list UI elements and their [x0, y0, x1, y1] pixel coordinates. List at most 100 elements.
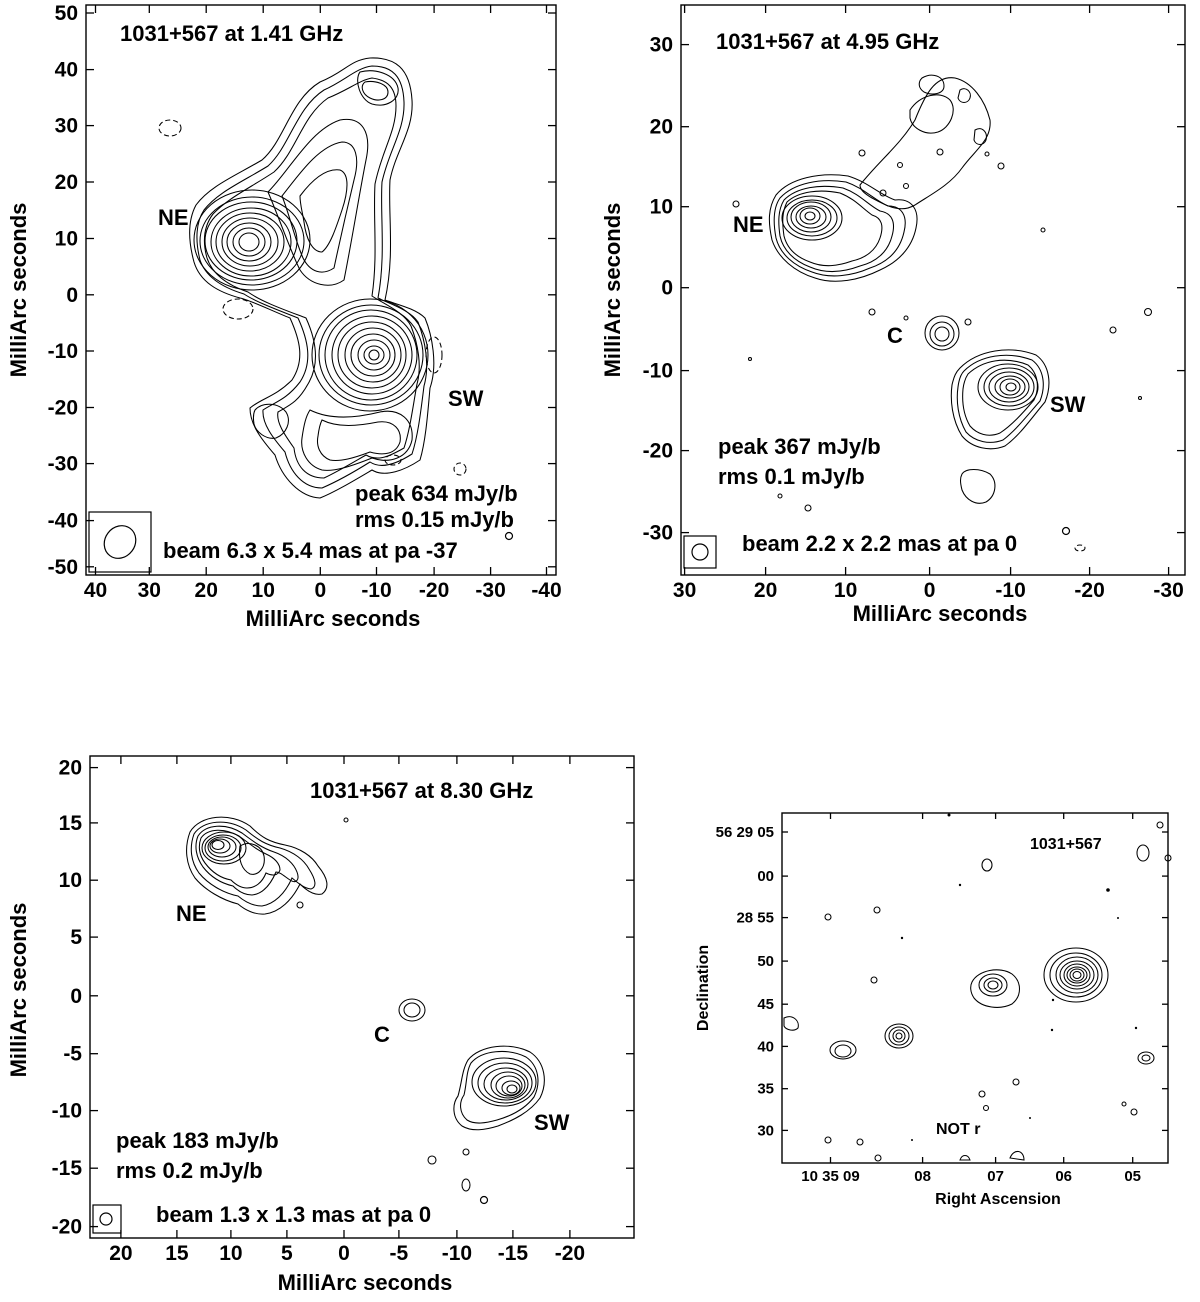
- x-tick-label: 15: [165, 1242, 189, 1265]
- x-tick-label: 0: [338, 1242, 350, 1265]
- y-tick-label: -10: [52, 1100, 82, 1123]
- x-tick-label: -30: [1153, 579, 1183, 602]
- p2-beam: beam 2.2 x 2.2 mas at pa 0: [742, 531, 1017, 556]
- p2-frame: [680, 4, 1186, 576]
- p1-axis-ticks: 40 30 20 10 0 -10 -20 -30 -40 50 40 30 20 10 0 -10 -20 -3…: [48, 2, 562, 602]
- p2-title: 1031+567 at 4.95 GHz: [716, 29, 939, 54]
- p4-y-axis-label: Declination: [695, 945, 712, 1031]
- p1-peak: peak 634 mJy/b: [355, 481, 518, 506]
- x-tick-label: -10: [442, 1242, 472, 1265]
- p1-y-axis-label: MilliArc seconds: [6, 203, 31, 378]
- p3-x-axis-label: MilliArc seconds: [278, 1270, 453, 1295]
- p3-axis-ticks: 20 15 10 5 0 -5 -10 -15 -20 20 15 10 5 0 -5 -10 -15 -20: [52, 756, 634, 1265]
- p3-beam-ellipse: [99, 1212, 113, 1226]
- p2-peak: peak 367 mJy/b: [718, 434, 881, 459]
- p4-filter-label: NOT r: [936, 1121, 980, 1138]
- p1-beam-ellipse: [103, 525, 137, 559]
- y-tick-label: 56 29 05: [716, 824, 774, 841]
- x-tick-label: 20: [195, 579, 218, 602]
- p2-x-axis-label: MilliArc seconds: [853, 601, 1028, 626]
- panel-8-30ghz: 20 15 10 5 0 -5 -10 -15 -20 20 15 10 5 0 -5 -10 -15 -20 M…: [6, 755, 635, 1295]
- y-tick-label: 0: [70, 985, 82, 1008]
- y-tick-label: 5: [70, 926, 82, 949]
- x-tick-label: 05: [1124, 1168, 1141, 1185]
- p1-frame: [85, 4, 557, 576]
- y-tick-label: -15: [52, 1157, 83, 1180]
- x-tick-label: 10: [252, 579, 275, 602]
- y-tick-label: 20: [59, 757, 82, 780]
- p2-component-sw: SW: [1050, 392, 1086, 417]
- x-tick-label: -20: [419, 579, 449, 602]
- y-tick-label: 30: [650, 34, 673, 57]
- p4-x-axis-label: Right Ascension: [935, 1191, 1061, 1208]
- p2-beam-box: [683, 535, 717, 569]
- y-tick-label: -10: [48, 340, 78, 363]
- x-tick-label: -10: [995, 579, 1025, 602]
- p3-contours: [186, 816, 545, 1192]
- p3-component-ne: NE: [176, 901, 207, 926]
- x-tick-label: 07: [987, 1168, 1004, 1185]
- x-tick-label: 10: [219, 1242, 242, 1265]
- x-tick-label: 0: [924, 579, 936, 602]
- p3-component-c: C: [374, 1022, 390, 1047]
- y-tick-label: 10: [55, 228, 78, 251]
- y-tick-label: 10: [59, 869, 82, 892]
- p4-title: 1031+567: [1030, 836, 1102, 853]
- x-tick-label: 10: [834, 579, 857, 602]
- p3-degree-symbol: [479, 1195, 489, 1205]
- y-tick-label: 30: [757, 1122, 774, 1139]
- x-tick-label: 06: [1055, 1168, 1072, 1185]
- p1-x-axis-label: MilliArc seconds: [246, 606, 421, 631]
- p1-component-sw: SW: [448, 386, 484, 411]
- p2-axis-ticks: 30 20 10 0 -10 -20 -30 30 20 10 0 -10 -20 -30: [643, 5, 1185, 602]
- x-tick-label: 08: [914, 1168, 931, 1185]
- y-tick-label: -20: [48, 397, 78, 420]
- y-tick-label: 50: [757, 953, 774, 970]
- y-tick-label: 45: [757, 996, 774, 1013]
- panel-4-95ghz: 30 20 10 0 -10 -20 -30 30 20 10 0 -10 -20 -30 MilliAr…: [600, 4, 1186, 626]
- y-tick-label: 20: [650, 116, 673, 139]
- p3-peak: peak 183 mJy/b: [116, 1128, 279, 1153]
- p2-component-c: C: [887, 323, 903, 348]
- p1-rms: rms 0.15 mJy/b: [355, 507, 514, 532]
- p3-rms: rms 0.2 mJy/b: [116, 1158, 263, 1183]
- p2-contours: [732, 74, 1153, 552]
- x-tick-label: -5: [390, 1242, 409, 1265]
- p3-title: 1031+567 at 8.30 GHz: [310, 778, 533, 803]
- p2-component-ne: NE: [733, 212, 764, 237]
- x-tick-label: 10 35 09: [801, 1168, 859, 1185]
- p3-component-sw: SW: [534, 1110, 570, 1135]
- p2-y-axis-label: MilliArc seconds: [600, 203, 625, 378]
- p2-beam-ellipse: [691, 543, 709, 561]
- y-tick-label: -20: [643, 440, 673, 463]
- y-tick-label: 10: [650, 196, 673, 219]
- x-tick-label: -20: [1074, 579, 1104, 602]
- x-tick-label: -15: [498, 1242, 529, 1265]
- x-tick-label: -40: [531, 579, 561, 602]
- x-tick-label: -10: [361, 579, 391, 602]
- y-tick-label: -30: [48, 453, 78, 476]
- p3-y-axis-label: MilliArc seconds: [6, 903, 31, 1078]
- p4-contours: [783, 813, 1172, 1162]
- y-tick-label: 50: [55, 2, 78, 25]
- panel-not-r: 10 35 09 08 07 06 05 56 29 05 00 28 55 50 45 40 35 3…: [695, 812, 1172, 1208]
- p4-axis-ticks: 10 35 09 08 07 06 05 56 29 05 00 28 55 50 45 40 35 3…: [716, 813, 1168, 1185]
- y-tick-label: 28 55: [736, 910, 774, 927]
- p1-beam-box: [88, 511, 152, 573]
- x-tick-label: 5: [281, 1242, 293, 1265]
- x-tick-label: -30: [475, 579, 505, 602]
- y-tick-label: -10: [643, 360, 673, 383]
- y-tick-label: -50: [48, 556, 78, 579]
- x-tick-label: 30: [673, 579, 696, 602]
- x-tick-label: 20: [754, 579, 777, 602]
- p1-component-ne: NE: [158, 205, 189, 230]
- x-tick-label: 0: [314, 579, 326, 602]
- p3-beam: beam 1.3 x 1.3 mas at pa 0: [156, 1202, 431, 1227]
- p4-frame: [781, 812, 1169, 1164]
- p2-rms: rms 0.1 mJy/b: [718, 464, 865, 489]
- x-tick-label: -20: [555, 1242, 585, 1265]
- y-tick-label: 40: [757, 1038, 774, 1055]
- y-tick-label: -30: [643, 522, 673, 545]
- p1-title: 1031+567 at 1.41 GHz: [120, 21, 343, 46]
